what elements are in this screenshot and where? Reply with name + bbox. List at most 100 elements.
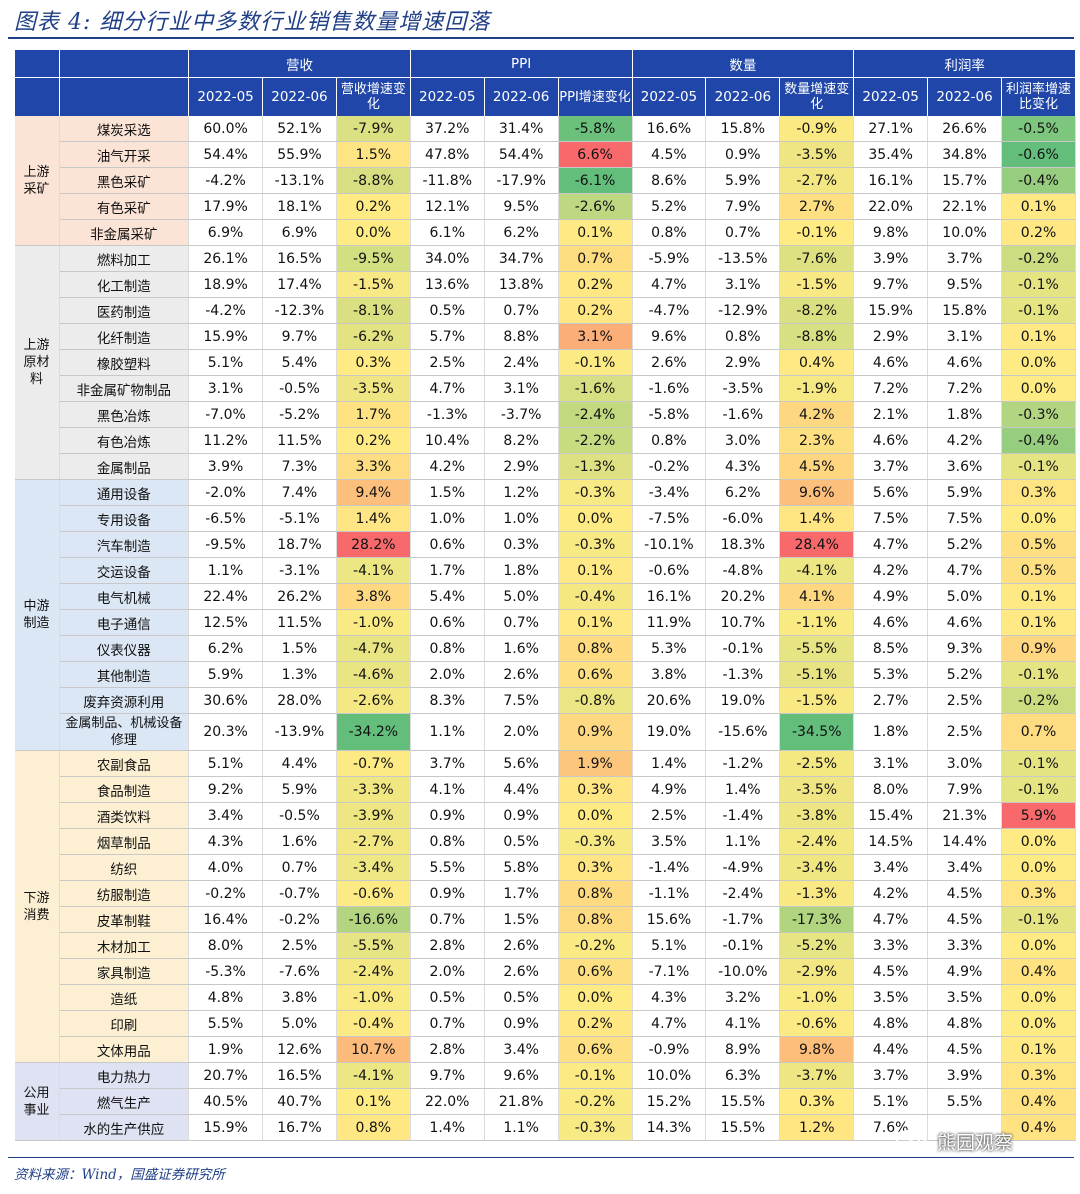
change-cell: 0.4% [779,349,855,376]
value-cell: 2.5% [927,713,1002,751]
value-cell [927,1114,1002,1141]
change-cell: 0.2% [336,427,411,454]
change-cell: 0.2% [558,271,633,298]
change-cell: -2.5% [779,750,855,777]
change-cell: 1.2% [779,1114,855,1141]
col-header: 2022-06 [262,77,337,116]
value-cell: 4.3% [705,453,781,480]
change-cell: 0.0% [1001,1010,1077,1037]
change-cell: -17.3% [779,906,855,933]
value-cell: 1.7% [484,880,559,907]
value-cell: 7.5% [927,505,1002,532]
value-cell: 4.8% [927,1010,1002,1037]
table-row: 金属制品、机械设备修理 20.3% -13.9% -34.2% 1.1% 2.0% 0.9%… [15,713,1077,751]
value-cell: 15.5% [705,1114,781,1141]
value-cell: 8.3% [410,687,485,714]
value-cell: 7.2% [853,375,929,402]
value-cell: 20.6% [632,687,707,714]
change-cell: -1.0% [336,609,411,636]
value-cell: 1.6% [484,635,559,662]
industry-name: 水的生产供应 [59,1114,190,1141]
table-row: 电气机械 22.4% 26.2% 3.8% 5.4% 5.0% -0.4% 16.1% 20.2… [15,583,1077,610]
change-cell: -0.9% [779,116,855,142]
value-cell: 0.8% [632,219,707,246]
value-cell: 0.6% [410,531,485,558]
value-cell: 2.8% [410,932,485,959]
change-cell: 0.9% [1001,635,1077,662]
value-cell: -2.4% [705,880,781,907]
value-cell: 4.4% [262,750,337,777]
change-cell: 0.3% [336,349,411,376]
value-cell: 2.5% [410,349,485,376]
industry-name: 橡胶塑料 [59,349,190,376]
value-cell: 3.9% [853,245,929,272]
change-cell: -0.1% [558,1062,633,1089]
change-cell: -0.2% [1001,687,1077,714]
table-row: 非金属矿物制品 3.1% -0.5% -3.5% 4.7% 3.1% -1.6% -1.6% -… [15,375,1077,402]
value-cell: 7.5% [484,687,559,714]
table-row: 废弃资源利用 30.6% 28.0% -2.6% 8.3% 7.5% -0.8% 20.6% 1… [15,687,1077,714]
change-cell: 9.8% [779,1036,855,1063]
change-cell: 0.6% [558,661,633,688]
change-cell: 4.5% [779,453,855,480]
value-cell: 3.6% [927,453,1002,480]
col-header: 2022-06 [927,77,1002,116]
value-cell: 17.9% [188,193,263,220]
value-cell: -0.9% [632,1036,707,1063]
value-cell: 0.8% [410,828,485,855]
industry-name: 木材加工 [59,932,190,959]
table-row: 木材加工 8.0% 2.5% -5.5% 2.8% 2.6% -0.2% 5.1% -0.1% -… [15,932,1077,959]
industry-name: 金属制品 [59,453,190,480]
value-cell: -0.2% [262,906,337,933]
value-cell: 2.4% [484,349,559,376]
change-cell: -0.5% [1001,116,1077,142]
change-cell: -3.5% [779,776,855,803]
value-cell: 19.0% [705,687,781,714]
value-cell: 11.5% [262,609,337,636]
industry-name: 有色采矿 [59,193,190,220]
col-header: PPI增速变化 [557,77,633,116]
change-cell: 0.2% [558,1010,633,1037]
change-cell: -1.3% [779,880,855,907]
industry-name: 交运设备 [59,557,190,584]
value-cell: 26.6% [927,116,1002,142]
value-cell: 22.0% [853,193,929,220]
group-label: 上游采矿 [14,116,60,246]
value-cell: 7.4% [262,479,337,506]
value-cell: 8.8% [484,323,559,350]
value-cell: 21.8% [484,1088,559,1115]
value-cell: -7.6% [262,958,337,985]
value-cell: 0.7% [410,1010,485,1037]
change-cell: 5.9% [1001,802,1077,829]
table-row: 有色冶炼 11.2% 11.5% 0.2% 10.4% 8.2% -2.2% 0.8% 3.0%… [15,427,1077,454]
value-cell: 3.8% [262,984,337,1011]
value-cell: 1.1% [705,828,781,855]
industry-name: 通用设备 [59,479,190,506]
change-cell: -2.9% [779,958,855,985]
value-cell: 4.2% [853,880,929,907]
change-cell: -5.5% [779,635,855,662]
change-cell: -3.5% [779,141,855,168]
change-cell: -0.1% [1001,776,1077,803]
change-cell: 0.0% [558,802,633,829]
industry-name: 电子通信 [59,609,190,636]
value-cell: 4.6% [927,349,1002,376]
value-cell: 3.8% [632,661,707,688]
value-cell: 5.2% [927,531,1002,558]
value-cell: 13.8% [484,271,559,298]
change-cell: -0.3% [558,828,633,855]
value-cell: 4.5% [927,1036,1002,1063]
value-cell: 20.3% [188,713,263,751]
table-row: 其他制造 5.9% 1.3% -4.6% 2.0% 2.6% 0.6% 3.8% -1.3% -5… [15,661,1077,688]
value-cell: 55.9% [262,141,337,168]
value-cell: 34.0% [410,245,485,272]
value-cell: 15.9% [188,323,263,350]
value-cell: -5.2% [262,401,337,428]
col-header: 2022-05 [188,77,263,116]
value-cell: 0.3% [484,531,559,558]
value-cell: 14.4% [927,828,1002,855]
change-cell: -2.7% [336,828,411,855]
change-cell: 0.1% [558,609,633,636]
value-cell: 0.5% [410,297,485,324]
value-cell: -12.3% [262,297,337,324]
